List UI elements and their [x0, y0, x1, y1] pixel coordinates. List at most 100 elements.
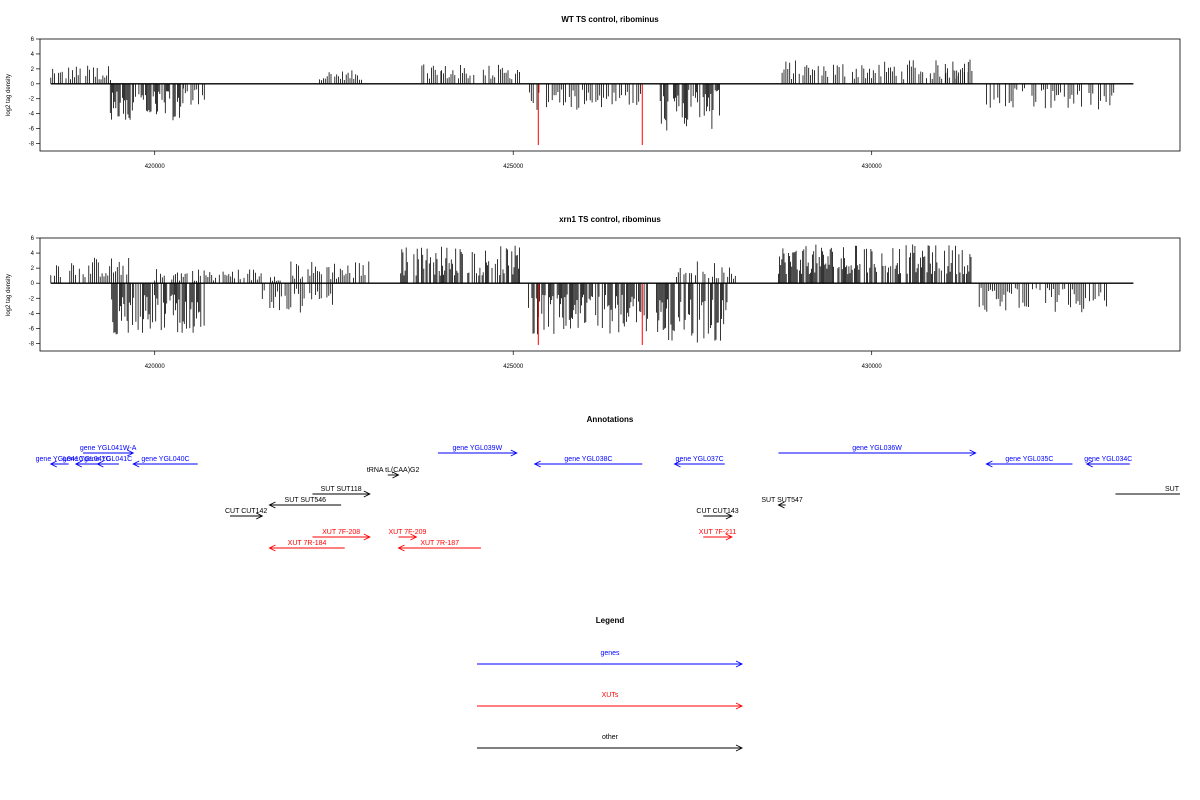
panel-title: WT TS control, ribominus [561, 15, 659, 24]
annotation-feature: gene YGL041C [84, 456, 132, 468]
feature-arrowhead [363, 533, 371, 541]
feature-arrowhead [132, 460, 140, 468]
feature-label: gene YGL041C [36, 456, 84, 463]
xrn1-signal-panel: xrn1 TS control, ribominus log2 tag dens… [6, 215, 1181, 370]
y-tick-label: 0 [31, 281, 35, 287]
y-tick-label: 6 [31, 37, 35, 43]
legend-label: other [602, 734, 619, 741]
y-tick-label: 0 [31, 82, 35, 88]
feature-label: gene YGL041C [63, 456, 111, 463]
annotation-feature: gene YGL037C [673, 456, 725, 468]
y-tick-label: -4 [29, 112, 35, 118]
annotation-feature: XUT 7F-211 [699, 529, 736, 541]
annotation-feature: gene YGL035C [985, 456, 1073, 468]
annotation-feature: SUT SUT118 [312, 486, 371, 498]
y-tick-label: 4 [31, 52, 35, 58]
feature-arrowhead [510, 449, 518, 457]
feature-label: tRNA tL(CAA)G2 [367, 467, 420, 474]
feature-arrowhead [533, 460, 541, 468]
legend-label: XUTs [602, 692, 619, 699]
y-tick-label: -8 [29, 341, 35, 347]
feature-arrowhead [96, 460, 104, 468]
feature-arrowhead [268, 544, 276, 552]
feature-label: gene YGL034C [1084, 456, 1132, 463]
feature-label: gene YGL035C [1005, 456, 1053, 463]
feature-label: gene YGL036W [852, 445, 902, 452]
feature-label: SUT [1165, 486, 1180, 493]
feature-label: gene YGL038C [564, 456, 612, 463]
feature-label: SUT SUT546 [285, 497, 327, 504]
legend-panel: Legend genes XUTs other [477, 616, 744, 752]
legend-arrowhead [735, 744, 744, 752]
y-tick-label: 2 [31, 266, 35, 272]
feature-label: XUT 7R-184 [288, 540, 327, 547]
annotation-feature: gene YGL036W [778, 445, 977, 457]
feature-label: gene YGL040C [141, 456, 189, 463]
feature-arrowhead [49, 460, 57, 468]
x-tick-label: 425000 [503, 364, 524, 370]
feature-arrowhead [256, 512, 264, 520]
y-axis-label: log2 tag density [6, 74, 12, 116]
feature-label: gene YGL041C [84, 456, 132, 463]
y-tick-label: -2 [29, 97, 35, 103]
y-tick-label: 6 [31, 236, 35, 242]
plot-frame [39, 237, 1181, 352]
feature-arrowhead [673, 460, 681, 468]
feature-arrowhead [127, 449, 135, 457]
annotation-feature: XUT 7F-209 [388, 529, 427, 541]
feature-arrowhead [725, 512, 733, 520]
feature-arrowhead [725, 533, 733, 541]
feature-label: CUT CUT142 [225, 508, 267, 515]
annotation-feature: tRNA tL(CAA)G2 [367, 467, 420, 479]
feature-label: XUT 7F-208 [322, 529, 360, 536]
y-tick-label: 4 [31, 251, 35, 257]
x-tick-label: 420000 [145, 164, 166, 170]
legend-item: genes [477, 650, 744, 668]
panel-title: xrn1 TS control, ribominus [559, 215, 661, 224]
annotation-feature: SUT SUT547 [761, 497, 803, 509]
y-tick-label: -6 [29, 127, 35, 133]
annotation-feature: XUT 7F-208 [312, 529, 371, 541]
plot-frame [39, 38, 1181, 152]
annotation-feature: gene YGL034C [1084, 456, 1132, 468]
annotation-feature: gene YGL039W [437, 445, 518, 457]
feature-arrowhead [777, 501, 785, 509]
feature-arrowhead [392, 471, 400, 479]
legend-arrowhead [735, 702, 744, 710]
annotation-feature: XUT 7R-184 [268, 540, 345, 552]
feature-label: XUT 7F-209 [388, 529, 426, 536]
annotation-feature: SUT SUT546 [268, 497, 342, 509]
annotation-feature: gene YGL038C [533, 456, 643, 468]
feature-arrowhead [1085, 460, 1093, 468]
feature-arrowhead [74, 460, 83, 468]
feature-label: XUT 7R-187 [420, 540, 459, 547]
feature-arrowhead [268, 501, 276, 509]
annotation-feature: CUT CUT142 [225, 508, 267, 520]
annotation-feature: CUT CUT143 [696, 508, 739, 520]
feature-label: SUT SUT547 [761, 497, 803, 504]
legend-title: Legend [596, 616, 625, 625]
annotation-feature: gene YGL041C [36, 456, 84, 468]
legend-item: XUTs [477, 692, 744, 710]
y-tick-label: -2 [29, 296, 35, 302]
wt-signal-panel: WT TS control, ribominus log2 tag densit… [6, 15, 1181, 170]
x-tick-label: 430000 [862, 364, 883, 370]
legend-item: other [477, 734, 744, 752]
feature-arrowhead [985, 460, 993, 468]
y-tick-label: 2 [31, 67, 35, 73]
feature-arrowhead [969, 449, 977, 457]
y-axis-label: log2 tag density [6, 274, 12, 316]
legend-arrowhead [735, 660, 744, 668]
annotations-title: Annotations [587, 415, 634, 424]
feature-label: SUT SUT118 [321, 486, 362, 493]
annotation-feature: gene YGL041W-A [80, 445, 137, 457]
x-tick-label: 425000 [503, 164, 524, 170]
x-tick-label: 430000 [862, 164, 883, 170]
annotation-feature: XUT 7R-187 [397, 540, 481, 552]
feature-label: CUT CUT143 [696, 508, 738, 515]
y-tick-label: -8 [29, 142, 35, 148]
annotation-feature: SUT [1115, 486, 1180, 495]
y-tick-label: -4 [29, 311, 35, 317]
